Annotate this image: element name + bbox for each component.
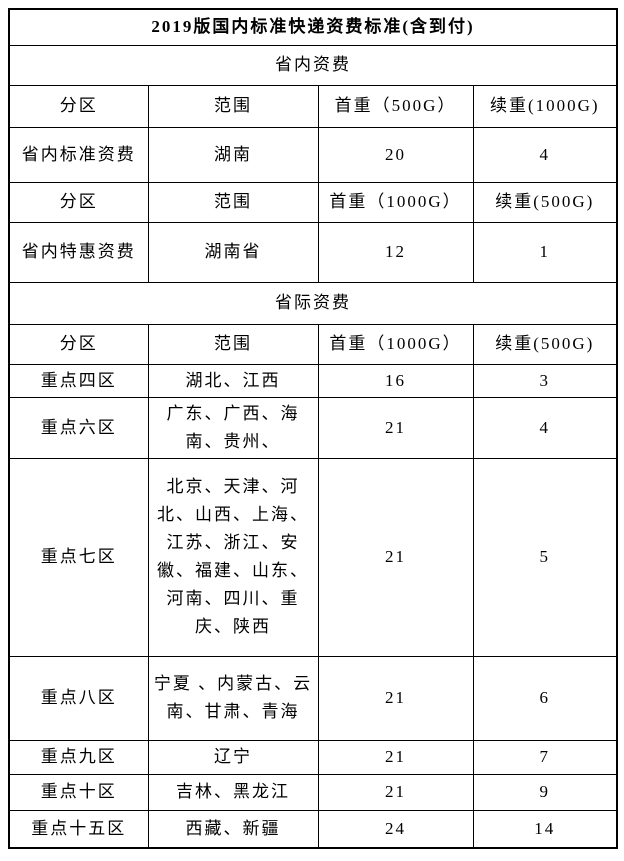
column-header-zone: 分区 (8, 181, 149, 223)
column-header-additional-weight: 续重(500G) (472, 181, 618, 223)
cell-first-weight-fee: 21 (317, 457, 474, 657)
cell-zone: 重点七区 (8, 457, 149, 657)
cell-range: 湖南省 (147, 221, 319, 283)
table-row-intraprovince-discount: 省内特惠资费 湖南省 12 1 (8, 221, 618, 283)
cell-additional-weight-fee: 4 (472, 126, 618, 183)
cell-additional-weight-fee: 5 (472, 457, 618, 657)
table-row-zone9: 重点九区 辽宁 21 7 (8, 739, 618, 775)
column-header-first-weight: 首重（500G） (317, 84, 474, 128)
cell-additional-weight-fee: 14 (472, 809, 618, 849)
fee-table: 2019版国内标准快递资费标准(含到付) 省内资费 分区 范围 首重（500G）… (8, 8, 619, 849)
cell-first-weight-fee: 21 (317, 739, 474, 775)
column-header-zone: 分区 (8, 323, 149, 365)
column-header-range: 范围 (147, 181, 319, 223)
cell-range: 吉林、黑龙江 (147, 773, 319, 811)
page-title: 2019版国内标准快递资费标准(含到付) (8, 8, 618, 46)
table-row-title: 2019版国内标准快递资费标准(含到付) (8, 8, 618, 46)
table-row-zone10: 重点十区 吉林、黑龙江 21 9 (8, 773, 618, 811)
column-header-zone: 分区 (8, 84, 149, 128)
cell-additional-weight-fee: 1 (472, 221, 618, 283)
cell-zone: 重点六区 (8, 396, 149, 459)
table-row-header: 分区 范围 首重（500G） 续重(1000G) (8, 84, 618, 128)
cell-additional-weight-fee: 3 (472, 363, 618, 398)
cell-zone: 重点九区 (8, 739, 149, 775)
cell-range: 湖北、江西 (147, 363, 319, 398)
column-header-range: 范围 (147, 84, 319, 128)
column-header-first-weight: 首重（1000G） (317, 323, 474, 365)
cell-zone: 省内标准资费 (8, 126, 149, 183)
table-row-header: 分区 范围 首重（1000G） 续重(500G) (8, 323, 618, 365)
table-row-zone15: 重点十五区 西藏、新疆 24 14 (8, 809, 618, 849)
cell-range: 北京、天津、河北、山西、上海、江苏、浙江、安徽、福建、山东、河南、四川、重庆、陕… (147, 457, 319, 657)
column-header-first-weight: 首重（1000G） (317, 181, 474, 223)
cell-zone: 重点八区 (8, 655, 149, 741)
cell-zone: 省内特惠资费 (8, 221, 149, 283)
column-header-additional-weight: 续重(1000G) (472, 84, 618, 128)
cell-first-weight-fee: 12 (317, 221, 474, 283)
cell-first-weight-fee: 24 (317, 809, 474, 849)
cell-first-weight-fee: 21 (317, 655, 474, 741)
table-row-intraprovince-standard: 省内标准资费 湖南 20 4 (8, 126, 618, 183)
table-row-zone8: 重点八区 宁夏 、内蒙古、云南、甘肃、青海 21 6 (8, 655, 618, 741)
cell-zone: 重点四区 (8, 363, 149, 398)
cell-additional-weight-fee: 9 (472, 773, 618, 811)
table-row-zone7: 重点七区 北京、天津、河北、山西、上海、江苏、浙江、安徽、福建、山东、河南、四川… (8, 457, 618, 657)
cell-range: 宁夏 、内蒙古、云南、甘肃、青海 (147, 655, 319, 741)
section-heading-intraprovince: 省内资费 (8, 44, 618, 86)
table-row-section-intraprovince: 省内资费 (8, 44, 618, 86)
column-header-range: 范围 (147, 323, 319, 365)
cell-range: 西藏、新疆 (147, 809, 319, 849)
table-row-section-interprovince: 省际资费 (8, 281, 618, 325)
cell-zone: 重点十区 (8, 773, 149, 811)
cell-range: 辽宁 (147, 739, 319, 775)
cell-additional-weight-fee: 4 (472, 396, 618, 459)
cell-first-weight-fee: 20 (317, 126, 474, 183)
table-row-zone6: 重点六区 广东、广西、海南、贵州、 21 4 (8, 396, 618, 459)
column-header-additional-weight: 续重(500G) (472, 323, 618, 365)
table-row-header: 分区 范围 首重（1000G） 续重(500G) (8, 181, 618, 223)
cell-first-weight-fee: 21 (317, 773, 474, 811)
table-row-zone4: 重点四区 湖北、江西 16 3 (8, 363, 618, 398)
cell-zone: 重点十五区 (8, 809, 149, 849)
section-heading-interprovince: 省际资费 (8, 281, 618, 325)
cell-first-weight-fee: 16 (317, 363, 474, 398)
cell-additional-weight-fee: 6 (472, 655, 618, 741)
cell-first-weight-fee: 21 (317, 396, 474, 459)
cell-additional-weight-fee: 7 (472, 739, 618, 775)
cell-range: 广东、广西、海南、贵州、 (147, 396, 319, 459)
cell-range: 湖南 (147, 126, 319, 183)
